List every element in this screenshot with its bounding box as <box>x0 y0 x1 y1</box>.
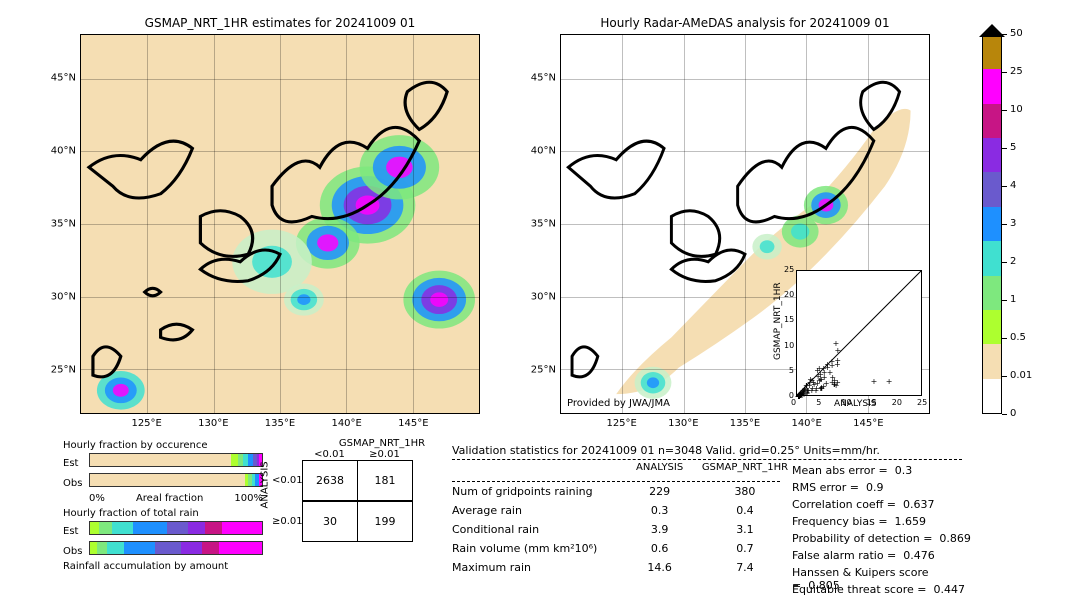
bar-xlabel: Areal fraction <box>136 493 203 504</box>
fraction-title-2: Hourly fraction of total rain <box>63 508 263 519</box>
stats-col1: ANALYSIS <box>631 462 687 473</box>
contingency-col-1: ≥0.01 <box>357 449 412 460</box>
contingency-col-header: GSMAP_NRT_1HR <box>302 438 462 449</box>
contingency-row-header: ANALYSIS <box>260 494 271 508</box>
scatter-inset <box>796 270 922 396</box>
contingency-cell-00: 2638 <box>303 461 358 501</box>
colorbar <box>982 34 1002 414</box>
fraction-title-3: Rainfall accumulation by amount <box>63 561 263 572</box>
contingency-cell-10: 30 <box>303 502 358 542</box>
contingency-panel: GSMAP_NRT_1HR <0.01 ≥0.01 ANALYSIS <0.01… <box>258 438 462 542</box>
right-map: Provided by JWA/JMA ANALYSIS GSMAP_NRT_1… <box>560 34 930 414</box>
stats-title: Validation statistics for 20241009 01 n=… <box>452 444 972 457</box>
contingency-cell-01: 181 <box>358 461 413 501</box>
fraction-title-1: Hourly fraction by occurence <box>63 440 263 451</box>
left-map-title: GSMAP_NRT_1HR estimates for 20241009 01 <box>80 16 480 30</box>
contingency-col-0: <0.01 <box>302 449 357 460</box>
contingency-row-0: <0.01 <box>272 475 302 486</box>
stats-panel: Validation statistics for 20241009 01 n=… <box>452 444 972 600</box>
bar-label-est: Est <box>63 458 85 469</box>
fraction-panel: Hourly fraction by occurence Est Obs 0% … <box>63 440 263 572</box>
contingency-cell-11: 199 <box>358 502 413 542</box>
right-map-title: Hourly Radar-AMeDAS analysis for 2024100… <box>560 16 930 30</box>
bar-label-obs: Obs <box>63 478 85 489</box>
bar-xtick-0: 0% <box>89 493 105 504</box>
stats-col2: GSMAP_NRT_1HR <box>698 462 792 473</box>
left-map <box>80 34 480 414</box>
scatter-ylabel: GSMAP_NRT_1HR <box>773 282 783 360</box>
attribution: Provided by JWA/JMA <box>567 398 670 409</box>
contingency-row-1: ≥0.01 <box>272 516 302 527</box>
